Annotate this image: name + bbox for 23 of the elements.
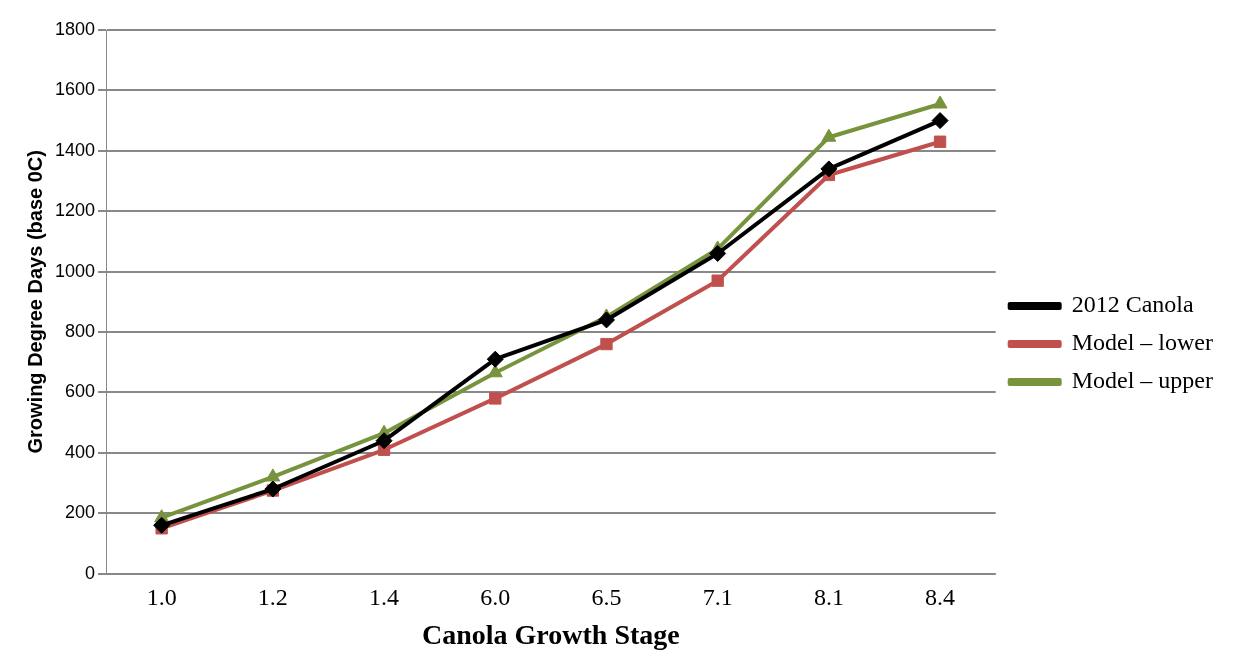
x-tick-label: 1.0 <box>146 584 177 611</box>
y-tick-label: 1000 <box>55 260 96 281</box>
y-tick-label: 1600 <box>55 79 96 100</box>
y-tick-label: 1800 <box>55 18 96 39</box>
x-tick-label: 6.0 <box>480 584 511 611</box>
x-tick-label: 1.4 <box>369 584 400 611</box>
x-tick-label: 6.5 <box>591 584 622 611</box>
y-tick-label: 400 <box>65 441 96 462</box>
legend-label: Model – lower <box>1071 329 1214 356</box>
x-tick-label: 8.1 <box>813 584 844 611</box>
y-tick-label: 600 <box>65 381 96 402</box>
x-axis-title: Canola Growth Stage <box>422 619 680 651</box>
x-tick-label: 1.2 <box>257 584 288 611</box>
y-tick-label: 0 <box>85 562 96 583</box>
y-tick-label: 1200 <box>55 200 96 221</box>
y-tick-label: 1400 <box>55 139 96 160</box>
x-tick-label: 7.1 <box>702 584 733 611</box>
x-tick-label: 8.4 <box>925 584 956 611</box>
legend-label: 2012 Canola <box>1071 291 1195 318</box>
y-tick-label: 200 <box>65 502 96 523</box>
legend-label: Model – upper <box>1071 367 1214 394</box>
y-tick-label: 800 <box>65 320 96 341</box>
y-axis-title: Growing Degree Days (base 0C) <box>23 150 46 454</box>
